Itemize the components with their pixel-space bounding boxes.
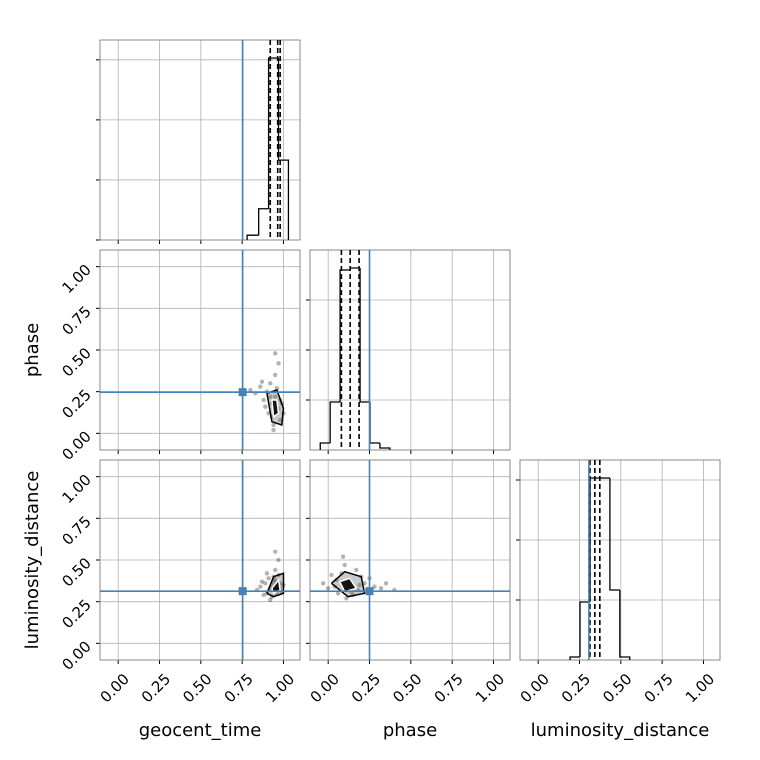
y-tick-label: 0.25 <box>58 386 94 422</box>
sample-point <box>261 397 266 403</box>
y-tick-label: 0.50 <box>58 344 94 380</box>
hist-step <box>258 208 269 236</box>
sample-point <box>258 584 263 589</box>
axes-frame <box>99 39 301 241</box>
sample-point <box>271 422 276 428</box>
sample-point <box>273 567 278 573</box>
sample-point <box>263 581 268 586</box>
sample-point <box>273 394 278 399</box>
y-tick-label: 0.00 <box>58 427 94 463</box>
sample-point <box>273 351 278 356</box>
sample-point <box>259 579 265 584</box>
hist-step <box>277 58 290 240</box>
sample-point <box>276 557 281 563</box>
y-axis-label: luminosity_distance <box>22 471 43 650</box>
sample-point <box>274 386 280 391</box>
sample-point <box>277 417 283 423</box>
x-axis-label: phase <box>383 720 437 741</box>
hist-step <box>319 442 331 450</box>
x-tick-label: 1.00 <box>682 670 718 706</box>
sample-point <box>276 361 281 366</box>
sample-point <box>383 581 389 586</box>
y-tick-label: 0.75 <box>58 512 94 548</box>
sample-point <box>335 591 341 596</box>
x-tick-label: 0.25 <box>348 670 384 706</box>
sample-point <box>268 381 273 386</box>
axes-frame <box>519 459 721 661</box>
hist-step <box>267 57 279 209</box>
y-tick-label: 1.00 <box>58 471 94 507</box>
hist-step <box>579 601 590 657</box>
x-tick-label: 0.00 <box>97 670 133 706</box>
sample-point <box>263 404 268 409</box>
sample-point <box>340 554 346 559</box>
hist-step <box>359 268 370 403</box>
contour <box>339 577 358 593</box>
sample-point <box>357 582 362 588</box>
hist-step <box>329 401 341 443</box>
sample-point <box>268 597 273 603</box>
y-tick-label: 0.25 <box>58 596 94 632</box>
hist-step <box>246 234 259 240</box>
contour <box>271 399 280 418</box>
hist-step <box>619 590 631 660</box>
truth-marker <box>365 587 374 596</box>
x-tick-label: 0.25 <box>558 670 594 706</box>
y-axis-label: phase <box>22 323 43 377</box>
x-tick-label: 0.25 <box>138 670 174 706</box>
sample-point <box>378 586 384 591</box>
axes-frame <box>309 459 511 661</box>
sample-point <box>266 576 271 581</box>
x-tick-label: 0.50 <box>389 670 425 706</box>
sample-point <box>342 562 347 568</box>
hist-step <box>339 269 351 402</box>
hist-step <box>569 656 580 660</box>
sample-point <box>258 384 263 389</box>
y-tick-label: 0.50 <box>58 554 94 590</box>
axes-frame <box>99 249 301 451</box>
y-tick-label: 1.00 <box>58 261 94 297</box>
sample-point <box>271 427 276 433</box>
sample-point <box>248 387 253 393</box>
hist-step <box>379 443 391 450</box>
x-tick-label: 0.75 <box>221 670 257 706</box>
x-tick-label: 1.00 <box>262 670 298 706</box>
axes-frame <box>99 459 301 661</box>
hist-step <box>609 478 620 591</box>
truth-marker <box>238 587 247 596</box>
x-tick-label: 1.00 <box>472 670 508 706</box>
x-axis-label: geocent_time <box>139 720 262 741</box>
x-axis-label: luminosity_distance <box>531 720 710 741</box>
hist-step <box>369 402 380 444</box>
sample-point <box>273 549 278 554</box>
y-tick-label: 0.00 <box>58 637 94 673</box>
sample-point <box>273 372 278 378</box>
sample-point <box>261 592 266 598</box>
truth-marker <box>238 388 247 397</box>
sample-point <box>329 572 334 578</box>
sample-point <box>268 394 273 399</box>
x-tick-label: 0.00 <box>517 670 553 706</box>
sample-point <box>259 379 265 384</box>
y-tick-label: 0.75 <box>58 302 94 338</box>
x-tick-label: 0.75 <box>641 670 677 706</box>
x-tick-label: 0.00 <box>307 670 343 706</box>
x-tick-label: 0.75 <box>431 670 467 706</box>
axes-frame <box>309 249 511 451</box>
sample-point <box>325 586 331 591</box>
x-tick-label: 0.50 <box>179 670 215 706</box>
sample-point <box>344 596 349 601</box>
sample-point <box>321 581 326 586</box>
sample-point <box>264 571 270 576</box>
sample-point <box>354 567 359 573</box>
x-tick-label: 0.50 <box>599 670 635 706</box>
sample-point <box>273 577 278 583</box>
